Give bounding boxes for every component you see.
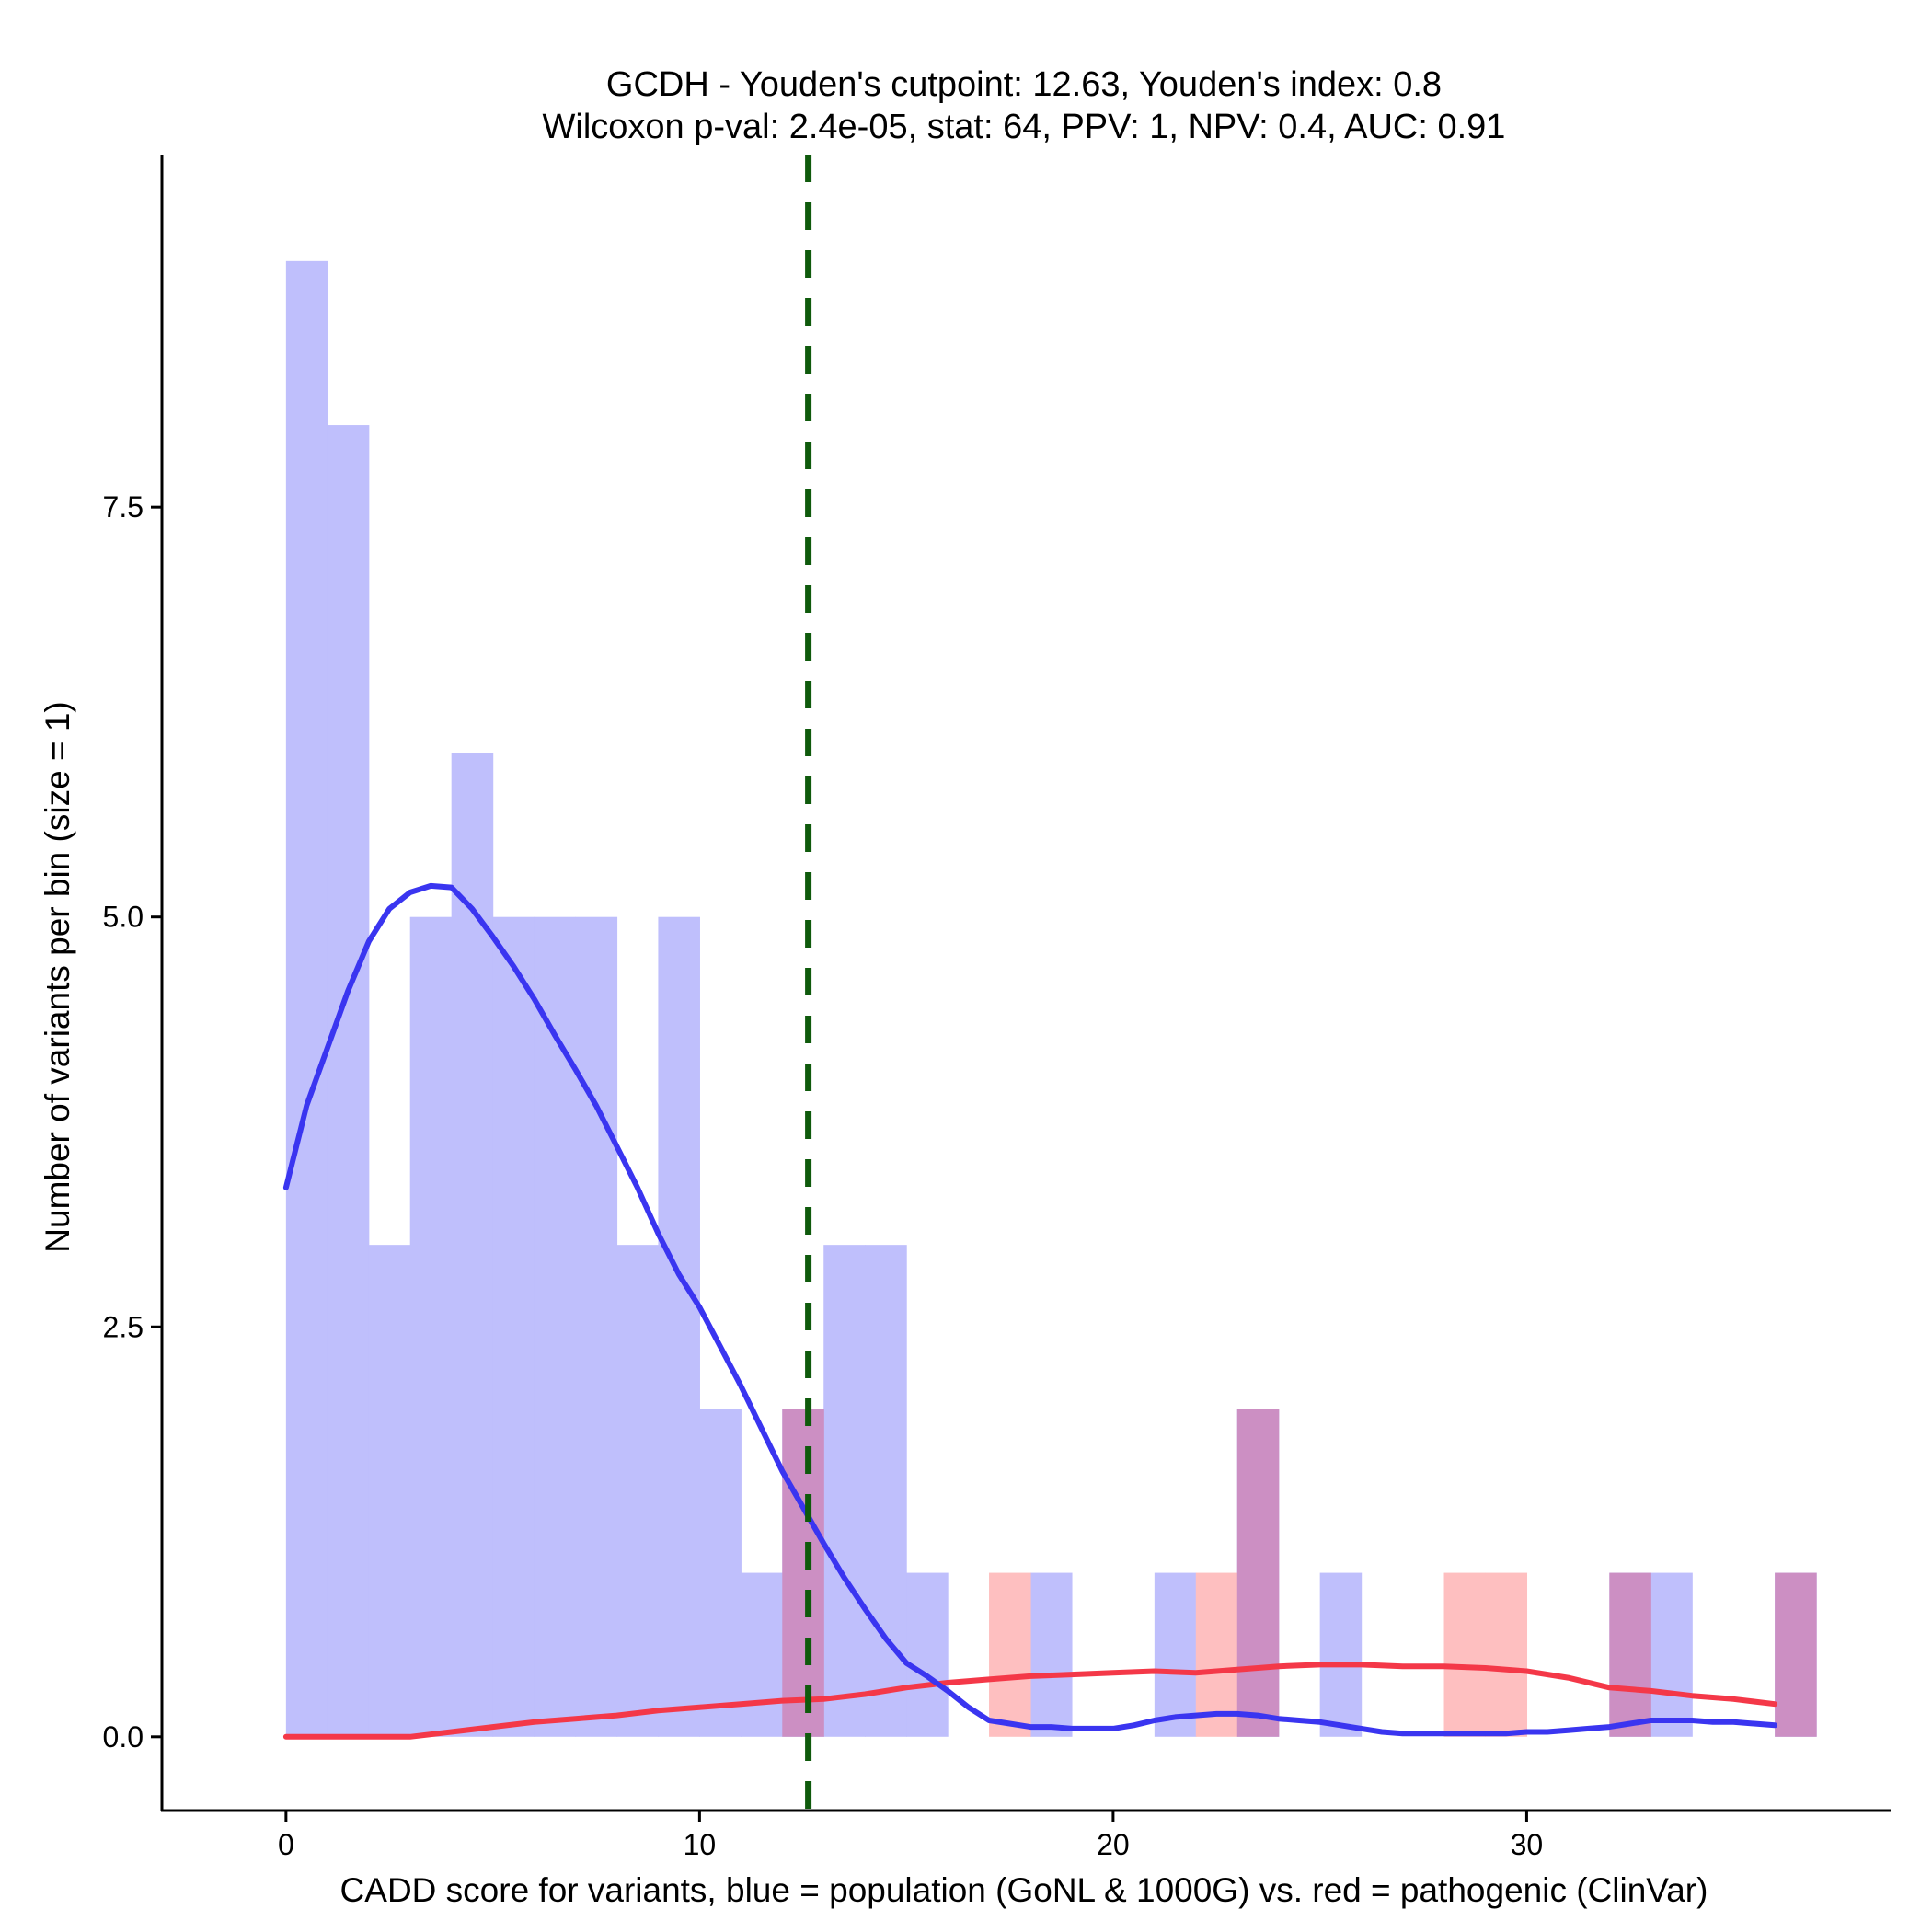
population-bar xyxy=(492,916,535,1737)
population-bar xyxy=(616,1245,660,1737)
population-bar xyxy=(409,916,453,1737)
population-bar xyxy=(575,916,618,1737)
pathogenic-bar xyxy=(1443,1572,1487,1737)
pathogenic-bars xyxy=(989,1572,1528,1737)
x-tick-label: 0 xyxy=(278,1828,294,1861)
pathogenic-bar xyxy=(1195,1572,1238,1737)
x-tick-label: 20 xyxy=(1097,1828,1130,1861)
population-density-line xyxy=(282,882,1778,1737)
population-bar xyxy=(1650,1572,1693,1737)
population-bar xyxy=(823,1245,866,1737)
x-axis-title: CADD score for variants, blue = populati… xyxy=(340,1871,1708,1909)
population-bar xyxy=(1154,1572,1197,1737)
x-tick-label: 30 xyxy=(1511,1828,1544,1861)
pathogenic-density-line xyxy=(282,1662,1778,1740)
population-bar xyxy=(741,1572,783,1737)
overlap-bar xyxy=(1236,1409,1280,1737)
x-tick-label: 10 xyxy=(684,1828,717,1861)
population-bar xyxy=(368,1245,411,1737)
pathogenic-bar xyxy=(1485,1572,1528,1737)
population-bar xyxy=(285,260,328,1737)
chart-labels: GCDH - Youden's cutpoint: 12.63, Youden'… xyxy=(39,65,1708,1909)
population-bar xyxy=(327,425,370,1737)
population-bar xyxy=(1029,1572,1073,1737)
population-bar xyxy=(699,1409,742,1737)
population-bar xyxy=(1319,1572,1363,1737)
chart-subtitle: Wilcoxon p-val: 2.4e-05, stat: 64, PPV: … xyxy=(543,108,1506,146)
density-curves xyxy=(282,882,1778,1740)
y-axis-title: Number of variants per bin (size = 1) xyxy=(39,701,76,1252)
y-tick-label: 7.5 xyxy=(103,490,144,523)
y-tick-label: 5.0 xyxy=(103,901,144,934)
population-bar xyxy=(658,916,700,1737)
population-bar xyxy=(906,1572,949,1737)
population-bar xyxy=(451,753,494,1737)
chart-title: GCDH - Youden's cutpoint: 12.63, Youden'… xyxy=(606,65,1442,104)
overlap-bar xyxy=(1775,1572,1817,1737)
overlap-bar xyxy=(782,1409,824,1737)
axes: 0 10 20 30 0.0 2.5 5.0 7.5 xyxy=(103,155,1891,1861)
population-bar xyxy=(865,1245,907,1737)
y-tick-label: 0.0 xyxy=(103,1720,144,1754)
pathogenic-bar xyxy=(989,1572,1031,1737)
overlap-bar xyxy=(1609,1572,1651,1737)
y-tick-label: 2.5 xyxy=(103,1310,144,1343)
overlap-bars xyxy=(782,1409,1817,1737)
population-bars xyxy=(285,260,1817,1737)
